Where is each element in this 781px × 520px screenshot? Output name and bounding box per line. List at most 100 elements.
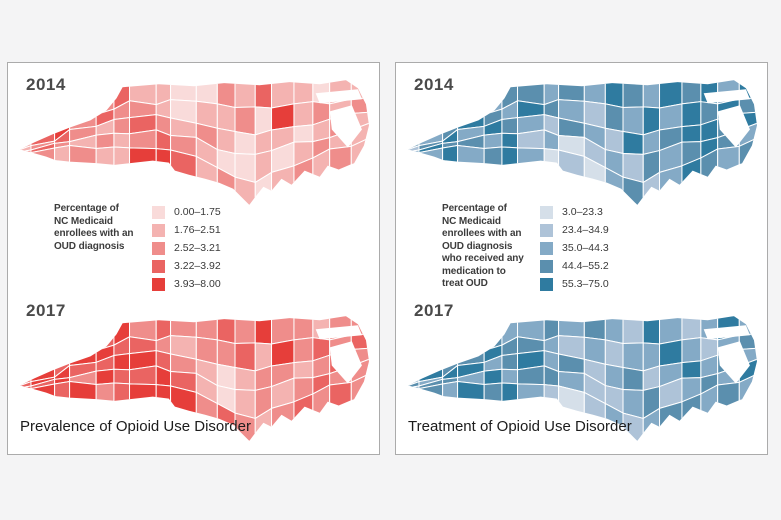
county-cell — [234, 176, 256, 205]
county-cell — [293, 101, 314, 128]
county-cell — [681, 337, 702, 364]
county-cell — [329, 145, 352, 175]
county-cell — [95, 382, 115, 402]
county-cell — [457, 145, 485, 165]
county-cell — [170, 80, 197, 102]
legend-rows-prevalence: 0.00–1.75 1.76–2.51 2.52–3.21 3.22–3.92 3.93… — [152, 203, 221, 293]
legend-swatch — [540, 259, 553, 273]
county-cell — [69, 145, 97, 165]
county-cell — [170, 316, 197, 338]
county-cell — [293, 80, 314, 105]
legend-title-treatment: Percentage of NC Medicaid enrollees with a… — [442, 203, 530, 291]
year-label-2017-prevalence: 2017 — [26, 301, 66, 320]
coastal-sound-water — [329, 341, 362, 384]
county-cell — [501, 132, 519, 149]
coastal-sound-water — [315, 325, 362, 340]
legend-class-label: 55.3–75.0 — [562, 278, 609, 290]
county-cell — [659, 316, 683, 345]
county-cell — [95, 132, 115, 150]
nc-choropleth-map-prevalence-2014 — [20, 80, 369, 205]
legend-row: 23.4–34.9 — [540, 221, 609, 239]
legend-swatch — [540, 277, 553, 291]
county-cell — [129, 383, 157, 405]
legend-prevalence: Percentage of NC Medicaid enrollees with a… — [54, 203, 221, 293]
county-cell — [271, 401, 295, 438]
coastal-sound-water — [717, 105, 750, 148]
legend-title-line: enrollees with an — [442, 228, 522, 239]
county-cell — [234, 366, 256, 391]
county-cell — [483, 368, 503, 386]
legend-swatch — [152, 241, 165, 255]
county-cell — [234, 106, 256, 136]
legend-title-line: Percentage of — [442, 203, 507, 214]
caption-treatment: Treatment of Opioid Use Disorder — [408, 418, 632, 435]
county-cell — [234, 342, 256, 372]
county-cell — [642, 80, 661, 109]
county-cell — [293, 360, 314, 379]
legend-class-label: 3.0–23.3 — [562, 206, 603, 218]
county-cell — [483, 382, 503, 402]
coastal-sound-water — [315, 89, 362, 104]
county-cell — [517, 147, 545, 169]
year-label-2017-treatment: 2017 — [414, 301, 454, 320]
legend-row: 55.3–75.0 — [540, 275, 609, 293]
county-cell — [254, 80, 273, 109]
county-cell — [408, 381, 420, 390]
legend-class-label: 0.00–1.75 — [174, 206, 221, 218]
legend-row: 1.76–2.51 — [152, 221, 221, 239]
county-cell — [54, 110, 71, 132]
county-cell — [622, 176, 644, 205]
treatment-panel: 2014 Percentage of NC Medicaid enrollees w… — [395, 62, 768, 455]
legend-class-label: 3.22–3.92 — [174, 260, 221, 272]
county-cell — [293, 124, 314, 143]
county-cell — [155, 148, 172, 173]
county-cell — [442, 346, 459, 368]
legend-swatch — [540, 205, 553, 219]
legend-title-line: NC Medicaid — [442, 215, 501, 227]
county-cell — [195, 80, 218, 105]
county-cell — [271, 339, 295, 367]
county-cell — [113, 353, 131, 371]
county-cell — [622, 316, 644, 345]
county-cell — [622, 106, 644, 136]
county-cell — [681, 80, 702, 105]
coastal-sound-water — [703, 325, 750, 340]
county-cell — [20, 145, 32, 154]
county-cell — [234, 80, 256, 109]
legend-swatch — [152, 205, 165, 219]
legend-rows-treatment: 3.0–23.3 23.4–34.9 35.0–44.3 44.4–55.2 55.3–… — [540, 203, 609, 293]
county-cell — [583, 80, 606, 105]
year-label-2014-treatment: 2014 — [414, 75, 454, 94]
county-cell — [501, 146, 519, 168]
legend-title-line: OUD diagnosis — [54, 240, 125, 252]
county-cell — [501, 117, 519, 135]
county-cell — [659, 339, 683, 367]
county-cell — [501, 353, 519, 371]
county-cell — [254, 316, 273, 345]
county-cell — [69, 334, 97, 359]
legend-title-line: enrollees with an — [54, 228, 134, 239]
county-cell — [583, 316, 606, 341]
county-cell — [329, 381, 352, 411]
nc-choropleth-map-treatment-2014 — [408, 80, 757, 205]
county-cell — [271, 80, 295, 109]
county-cell — [681, 316, 702, 341]
county-cell — [659, 80, 683, 109]
county-cell — [271, 316, 295, 345]
county-cell — [457, 334, 485, 359]
legend-swatch — [152, 259, 165, 273]
coastal-sound-water — [329, 105, 362, 148]
county-cell — [69, 381, 97, 401]
legend-class-label: 2.52–3.21 — [174, 242, 221, 254]
county-cell — [95, 368, 115, 386]
county-cell — [234, 130, 256, 155]
legend-title-line: who received any — [442, 253, 524, 264]
county-cell — [604, 339, 624, 368]
county-cell — [155, 384, 172, 409]
county-cell — [113, 368, 131, 385]
county-cell — [622, 342, 644, 372]
county-cell — [113, 382, 131, 404]
county-cell — [604, 103, 624, 132]
county-cell — [442, 110, 459, 132]
